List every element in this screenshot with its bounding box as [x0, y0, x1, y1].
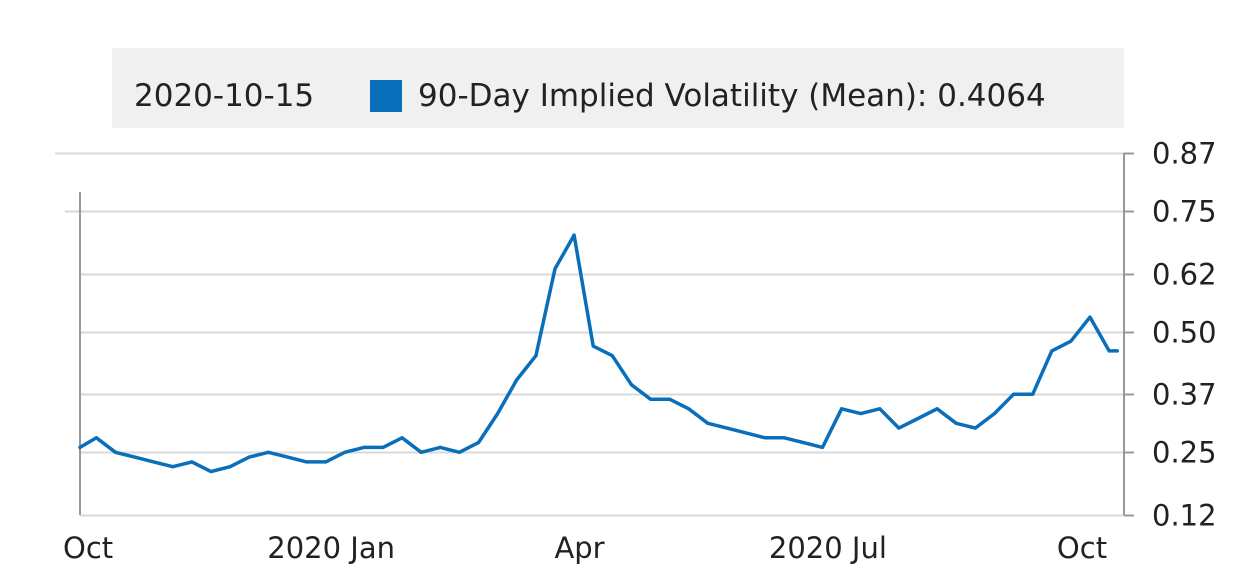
data-point [209, 470, 213, 474]
data-point [610, 354, 614, 358]
data-point [534, 354, 538, 358]
data-point [247, 455, 251, 459]
y-tick-label-6: 0.12 [1152, 499, 1217, 533]
data-point [266, 450, 270, 454]
x-tick-label-2: Apr [554, 531, 604, 565]
data-point [1069, 339, 1073, 343]
data-point [668, 397, 672, 401]
data-point [687, 407, 691, 411]
x-tick-label-4: Oct [1057, 531, 1107, 565]
data-point [343, 450, 347, 454]
data-point [114, 450, 117, 454]
data-point [954, 421, 958, 425]
data-point [1050, 349, 1054, 353]
data-point [515, 378, 519, 382]
data-point [94, 436, 98, 440]
data-point [629, 383, 633, 387]
data-point [477, 441, 480, 445]
data-point [572, 233, 576, 237]
data-point [457, 450, 461, 454]
data-point [992, 412, 996, 416]
legend-date: 2020-10-15 [134, 78, 315, 114]
data-point [821, 445, 824, 449]
data-point [763, 436, 767, 440]
data-point [553, 267, 557, 271]
data-point [744, 431, 748, 435]
data-point [878, 407, 882, 411]
x-tick-label-3: 2020 Jul [769, 531, 887, 565]
data-point [1012, 392, 1015, 396]
data-point [190, 460, 194, 464]
data-point [591, 344, 595, 348]
data-point [649, 397, 652, 401]
data-point [801, 441, 805, 445]
data-point [305, 460, 309, 464]
data-point [1031, 392, 1035, 396]
data-point [400, 436, 404, 440]
data-point [381, 445, 385, 449]
data-point [496, 412, 500, 416]
data-point [324, 460, 328, 464]
x-tick-label-1: 2020 Jan [267, 531, 395, 565]
data-point [152, 460, 156, 464]
y-tick-label-1: 0.75 [1152, 195, 1217, 229]
data-point [897, 426, 901, 430]
data-point [1088, 315, 1092, 319]
y-tick-label-4: 0.37 [1152, 378, 1217, 412]
data-point [438, 445, 442, 449]
y-tick-label-3: 0.50 [1152, 316, 1217, 350]
series-layer [78, 233, 1120, 474]
data-point [228, 465, 232, 469]
legend-series-label: 90-Day Implied Volatility (Mean): 0.4064 [418, 78, 1046, 114]
data-point [78, 445, 82, 449]
legend-box: 2020-10-15 90-Day Implied Volatility (Me… [112, 48, 1124, 128]
y-tick-label-0: 0.87 [1152, 137, 1217, 171]
data-point [782, 436, 786, 440]
data-point [725, 426, 729, 430]
data-point [840, 407, 844, 411]
y-tick-label-2: 0.62 [1152, 258, 1217, 292]
data-point [935, 407, 939, 411]
data-point [859, 412, 863, 416]
axes-layer [55, 152, 1134, 517]
y-tick-label-5: 0.25 [1152, 436, 1217, 470]
data-point [419, 450, 423, 454]
x-tick-label-0: Oct [63, 531, 113, 565]
x-tick-labels: Oct 2020 Jan Apr 2020 Jul Oct [63, 531, 1107, 565]
data-point [171, 465, 175, 469]
data-point [1115, 349, 1119, 353]
data-point [362, 445, 366, 449]
data-point [1107, 349, 1111, 353]
data-point [973, 426, 977, 430]
data-point [706, 421, 710, 425]
data-point [916, 417, 920, 420]
y-tick-labels: 0.87 0.75 0.62 0.50 0.37 0.25 0.12 [1152, 137, 1217, 533]
data-point [133, 455, 137, 459]
legend-swatch [370, 80, 402, 112]
data-point [286, 455, 289, 459]
series-line-0 [78, 233, 1120, 474]
